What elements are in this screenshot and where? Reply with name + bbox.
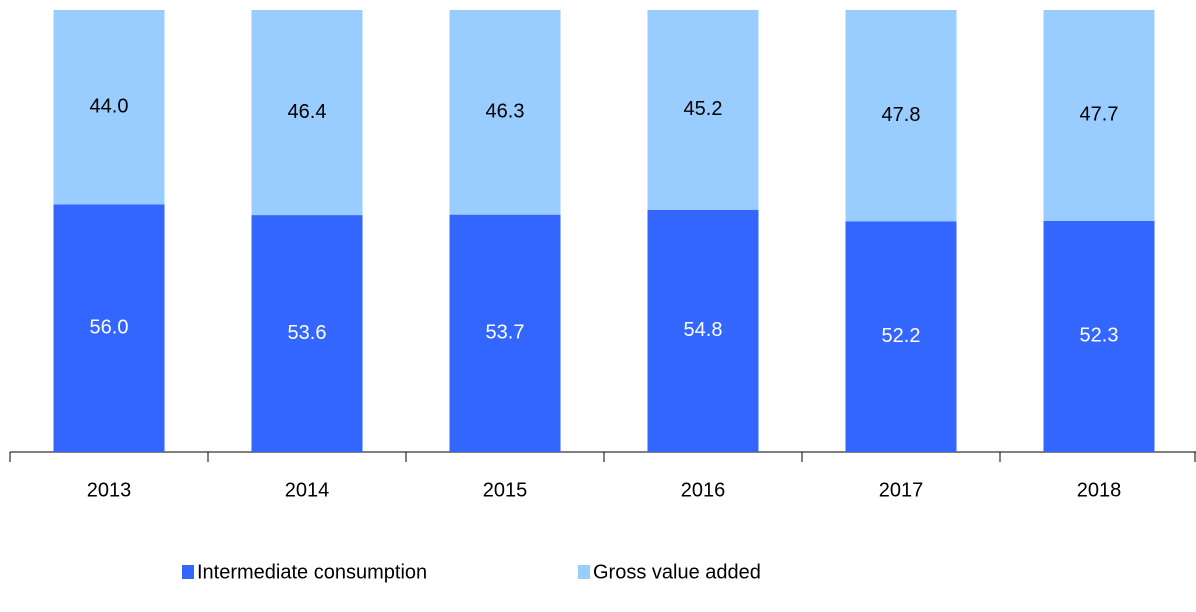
data-label: 52.3 xyxy=(1080,325,1119,347)
bar-segment xyxy=(1043,10,1155,221)
legend-label: Intermediate consumption xyxy=(197,561,427,583)
bar-segment xyxy=(845,10,957,222)
data-label: 44.0 xyxy=(90,96,129,118)
bar-segment xyxy=(53,204,165,452)
bar-segment xyxy=(251,10,363,216)
bar-segment xyxy=(647,209,759,452)
data-label: 53.7 xyxy=(486,322,525,344)
data-label: 47.8 xyxy=(882,104,921,126)
data-label: 47.7 xyxy=(1080,104,1119,126)
bar-segment xyxy=(251,215,363,452)
data-label: 45.2 xyxy=(684,98,723,120)
bar-segment xyxy=(53,10,165,205)
bar-segment xyxy=(449,214,561,452)
x-tick-label: 2014 xyxy=(285,479,330,501)
bar-segment xyxy=(647,10,759,210)
data-label: 56.0 xyxy=(90,317,129,339)
data-label: 54.8 xyxy=(684,319,723,341)
x-tick-label: 2015 xyxy=(483,479,528,501)
data-label: 46.4 xyxy=(288,101,327,123)
x-tick-label: 2018 xyxy=(1077,479,1122,501)
data-label: 46.3 xyxy=(486,101,525,123)
bar-segment xyxy=(449,10,561,215)
bar-segment xyxy=(845,221,957,452)
x-tick-label: 2013 xyxy=(87,479,132,501)
bar-segment xyxy=(1043,220,1155,452)
data-label: 53.6 xyxy=(288,322,327,344)
legend-swatch xyxy=(578,565,590,579)
data-label: 52.2 xyxy=(882,325,921,347)
legend-label: Gross value added xyxy=(593,561,761,583)
x-tick-label: 2016 xyxy=(681,479,726,501)
x-tick-label: 2017 xyxy=(879,479,924,501)
legend-swatch xyxy=(182,565,194,579)
